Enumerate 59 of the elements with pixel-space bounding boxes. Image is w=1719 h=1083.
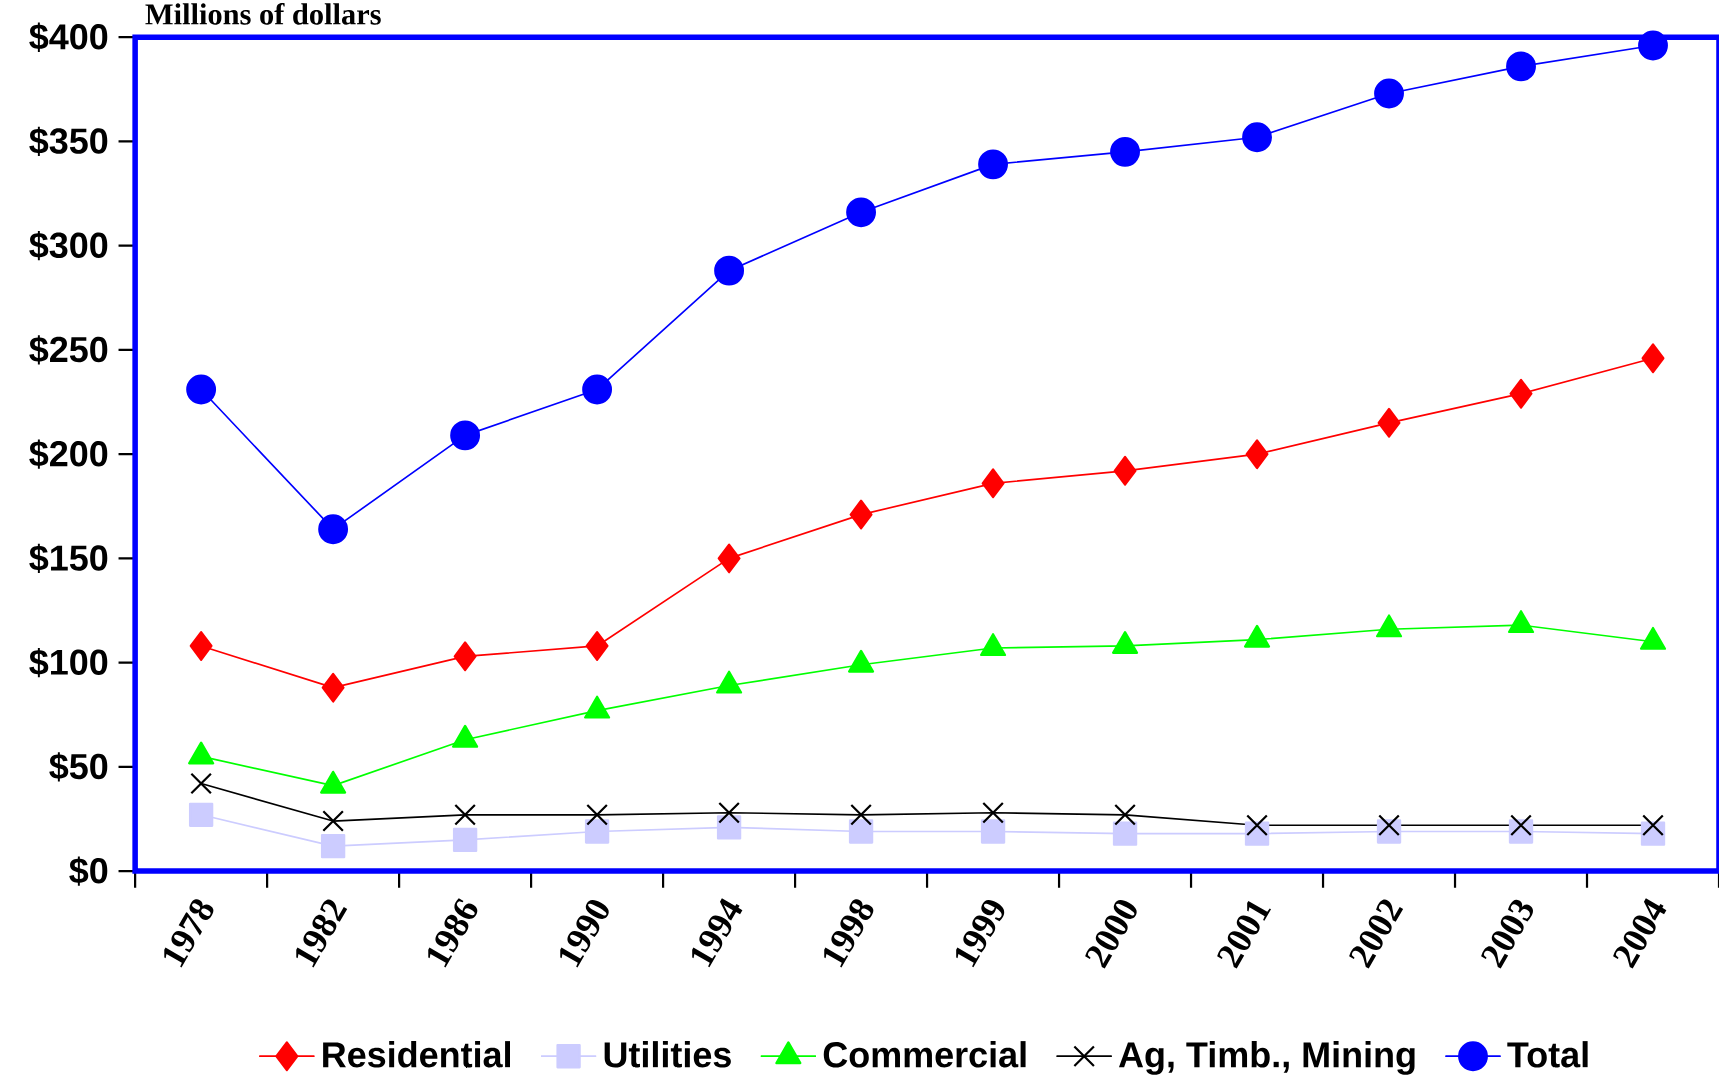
legend-label: Commercial (823, 1041, 1026, 1068)
point (1506, 51, 1536, 82)
point (1113, 455, 1137, 486)
point (978, 149, 1008, 180)
point (189, 631, 213, 661)
legend-label: Utilities (604, 1041, 731, 1068)
point (584, 819, 610, 844)
point (718, 801, 740, 824)
point (980, 819, 1006, 844)
point (454, 803, 476, 826)
point (1374, 78, 1404, 109)
point (1641, 343, 1665, 374)
point (190, 772, 213, 795)
point (850, 803, 872, 826)
y-tick-label: $150 (29, 543, 108, 574)
y-tick-label: $100 (29, 647, 108, 678)
point (982, 801, 1004, 824)
legend-label: Residential (323, 1041, 511, 1068)
point (846, 197, 877, 228)
point (848, 819, 874, 844)
point (1112, 821, 1138, 846)
point (321, 672, 345, 703)
point (849, 499, 873, 530)
point (585, 631, 609, 661)
y-tick-label: $50 (49, 752, 108, 782)
y-tick-label: $200 (29, 439, 108, 469)
point (320, 833, 346, 859)
point (322, 810, 344, 832)
y-tick-label: $400 (29, 22, 108, 52)
point (452, 827, 478, 853)
y-tick-label: $350 (29, 126, 108, 157)
point (981, 468, 1005, 499)
point (1509, 378, 1533, 409)
point (1377, 407, 1401, 438)
point (450, 420, 481, 451)
point (1110, 136, 1140, 167)
point (717, 543, 741, 574)
point (1246, 814, 1268, 837)
y-tick-label: $0 (69, 856, 108, 886)
point (188, 802, 214, 827)
point (1378, 814, 1400, 837)
y-tick-label: $300 (29, 231, 108, 261)
point (1114, 803, 1136, 826)
point (586, 803, 608, 826)
point (1642, 814, 1664, 837)
point (318, 514, 349, 545)
chart-title: Millions of dollars (145, 2, 381, 25)
legend-label: Ag, Timb., Mining (1118, 1041, 1415, 1075)
legend-label: Total (1507, 1041, 1588, 1068)
point (1245, 439, 1269, 470)
point (453, 641, 477, 672)
point (582, 374, 613, 405)
y-tick-label: $250 (29, 335, 108, 365)
point (1638, 30, 1668, 61)
point (186, 374, 217, 405)
point (1510, 814, 1532, 837)
point (714, 255, 745, 286)
point (716, 815, 742, 840)
point (1242, 122, 1272, 153)
